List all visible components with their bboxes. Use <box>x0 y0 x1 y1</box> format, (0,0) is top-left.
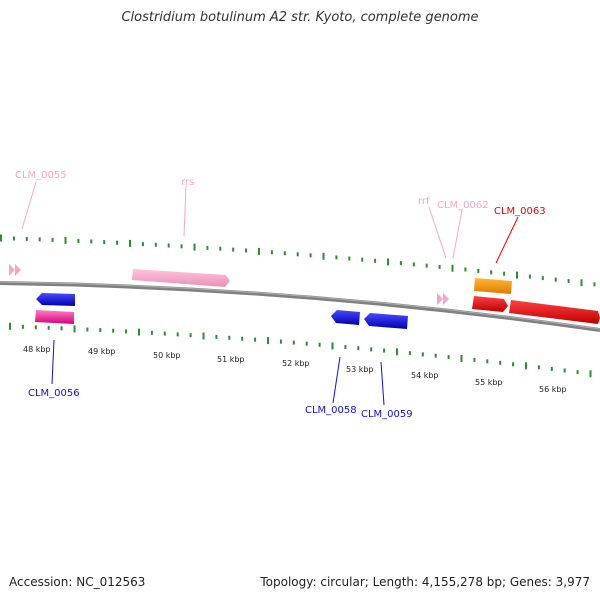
gene-clm-0063-b[interactable] <box>509 300 600 324</box>
label-clm-0059[interactable]: CLM_0059 <box>361 409 413 420</box>
genome-backbone <box>0 281 600 332</box>
accession-text: Accession: NC_012563 <box>9 575 146 589</box>
gene-rrs[interactable] <box>132 269 230 287</box>
gene-clm-0056-a[interactable] <box>36 293 75 306</box>
label-clm-0062[interactable]: CLM_0062 <box>437 200 489 211</box>
gene-labels: CLM_0055 rrs rrf CLM_0062 CLM_0063 CLM_0… <box>15 170 546 420</box>
gene-clm-0056-b[interactable] <box>35 310 74 324</box>
label-clm-0055[interactable]: CLM_0055 <box>15 170 67 181</box>
tick-label-56: 56 kbp <box>539 385 567 394</box>
rna-marker-left[interactable] <box>9 264 21 276</box>
gene-clm-0059[interactable] <box>364 313 408 329</box>
gene-clm-0063-a[interactable] <box>472 296 508 312</box>
tick-label-54: 54 kbp <box>411 371 439 380</box>
gene-clm-0062[interactable] <box>474 278 512 294</box>
rna-marker-right[interactable] <box>437 293 449 305</box>
label-leaders <box>21 181 519 406</box>
tick-labels: 48 kbp 49 kbp 50 kbp 51 kbp 52 kbp 53 kb… <box>23 345 567 394</box>
tick-label-48: 48 kbp <box>23 345 51 354</box>
label-clm-0056[interactable]: CLM_0056 <box>28 388 80 399</box>
tick-label-55: 55 kbp <box>475 378 503 387</box>
label-clm-0058[interactable]: CLM_0058 <box>305 405 357 416</box>
gene-clm-0058[interactable] <box>331 310 360 325</box>
genome-summary-text: Topology: circular; Length: 4,155,278 bp… <box>260 575 590 589</box>
label-rrs[interactable]: rrs <box>181 177 194 188</box>
outer-tick-row <box>0 234 596 287</box>
tick-label-49: 49 kbp <box>88 347 116 356</box>
tick-label-51: 51 kbp <box>217 355 245 364</box>
label-rrf[interactable]: rrf <box>418 196 430 207</box>
map-title: Clostridium botulinum A2 str. Kyoto, com… <box>121 10 479 25</box>
inner-tick-row <box>9 322 592 378</box>
tick-label-52: 52 kbp <box>282 359 310 368</box>
tick-label-53: 53 kbp <box>346 365 374 374</box>
tick-label-50: 50 kbp <box>153 351 181 360</box>
label-clm-0063[interactable]: CLM_0063 <box>494 206 546 217</box>
